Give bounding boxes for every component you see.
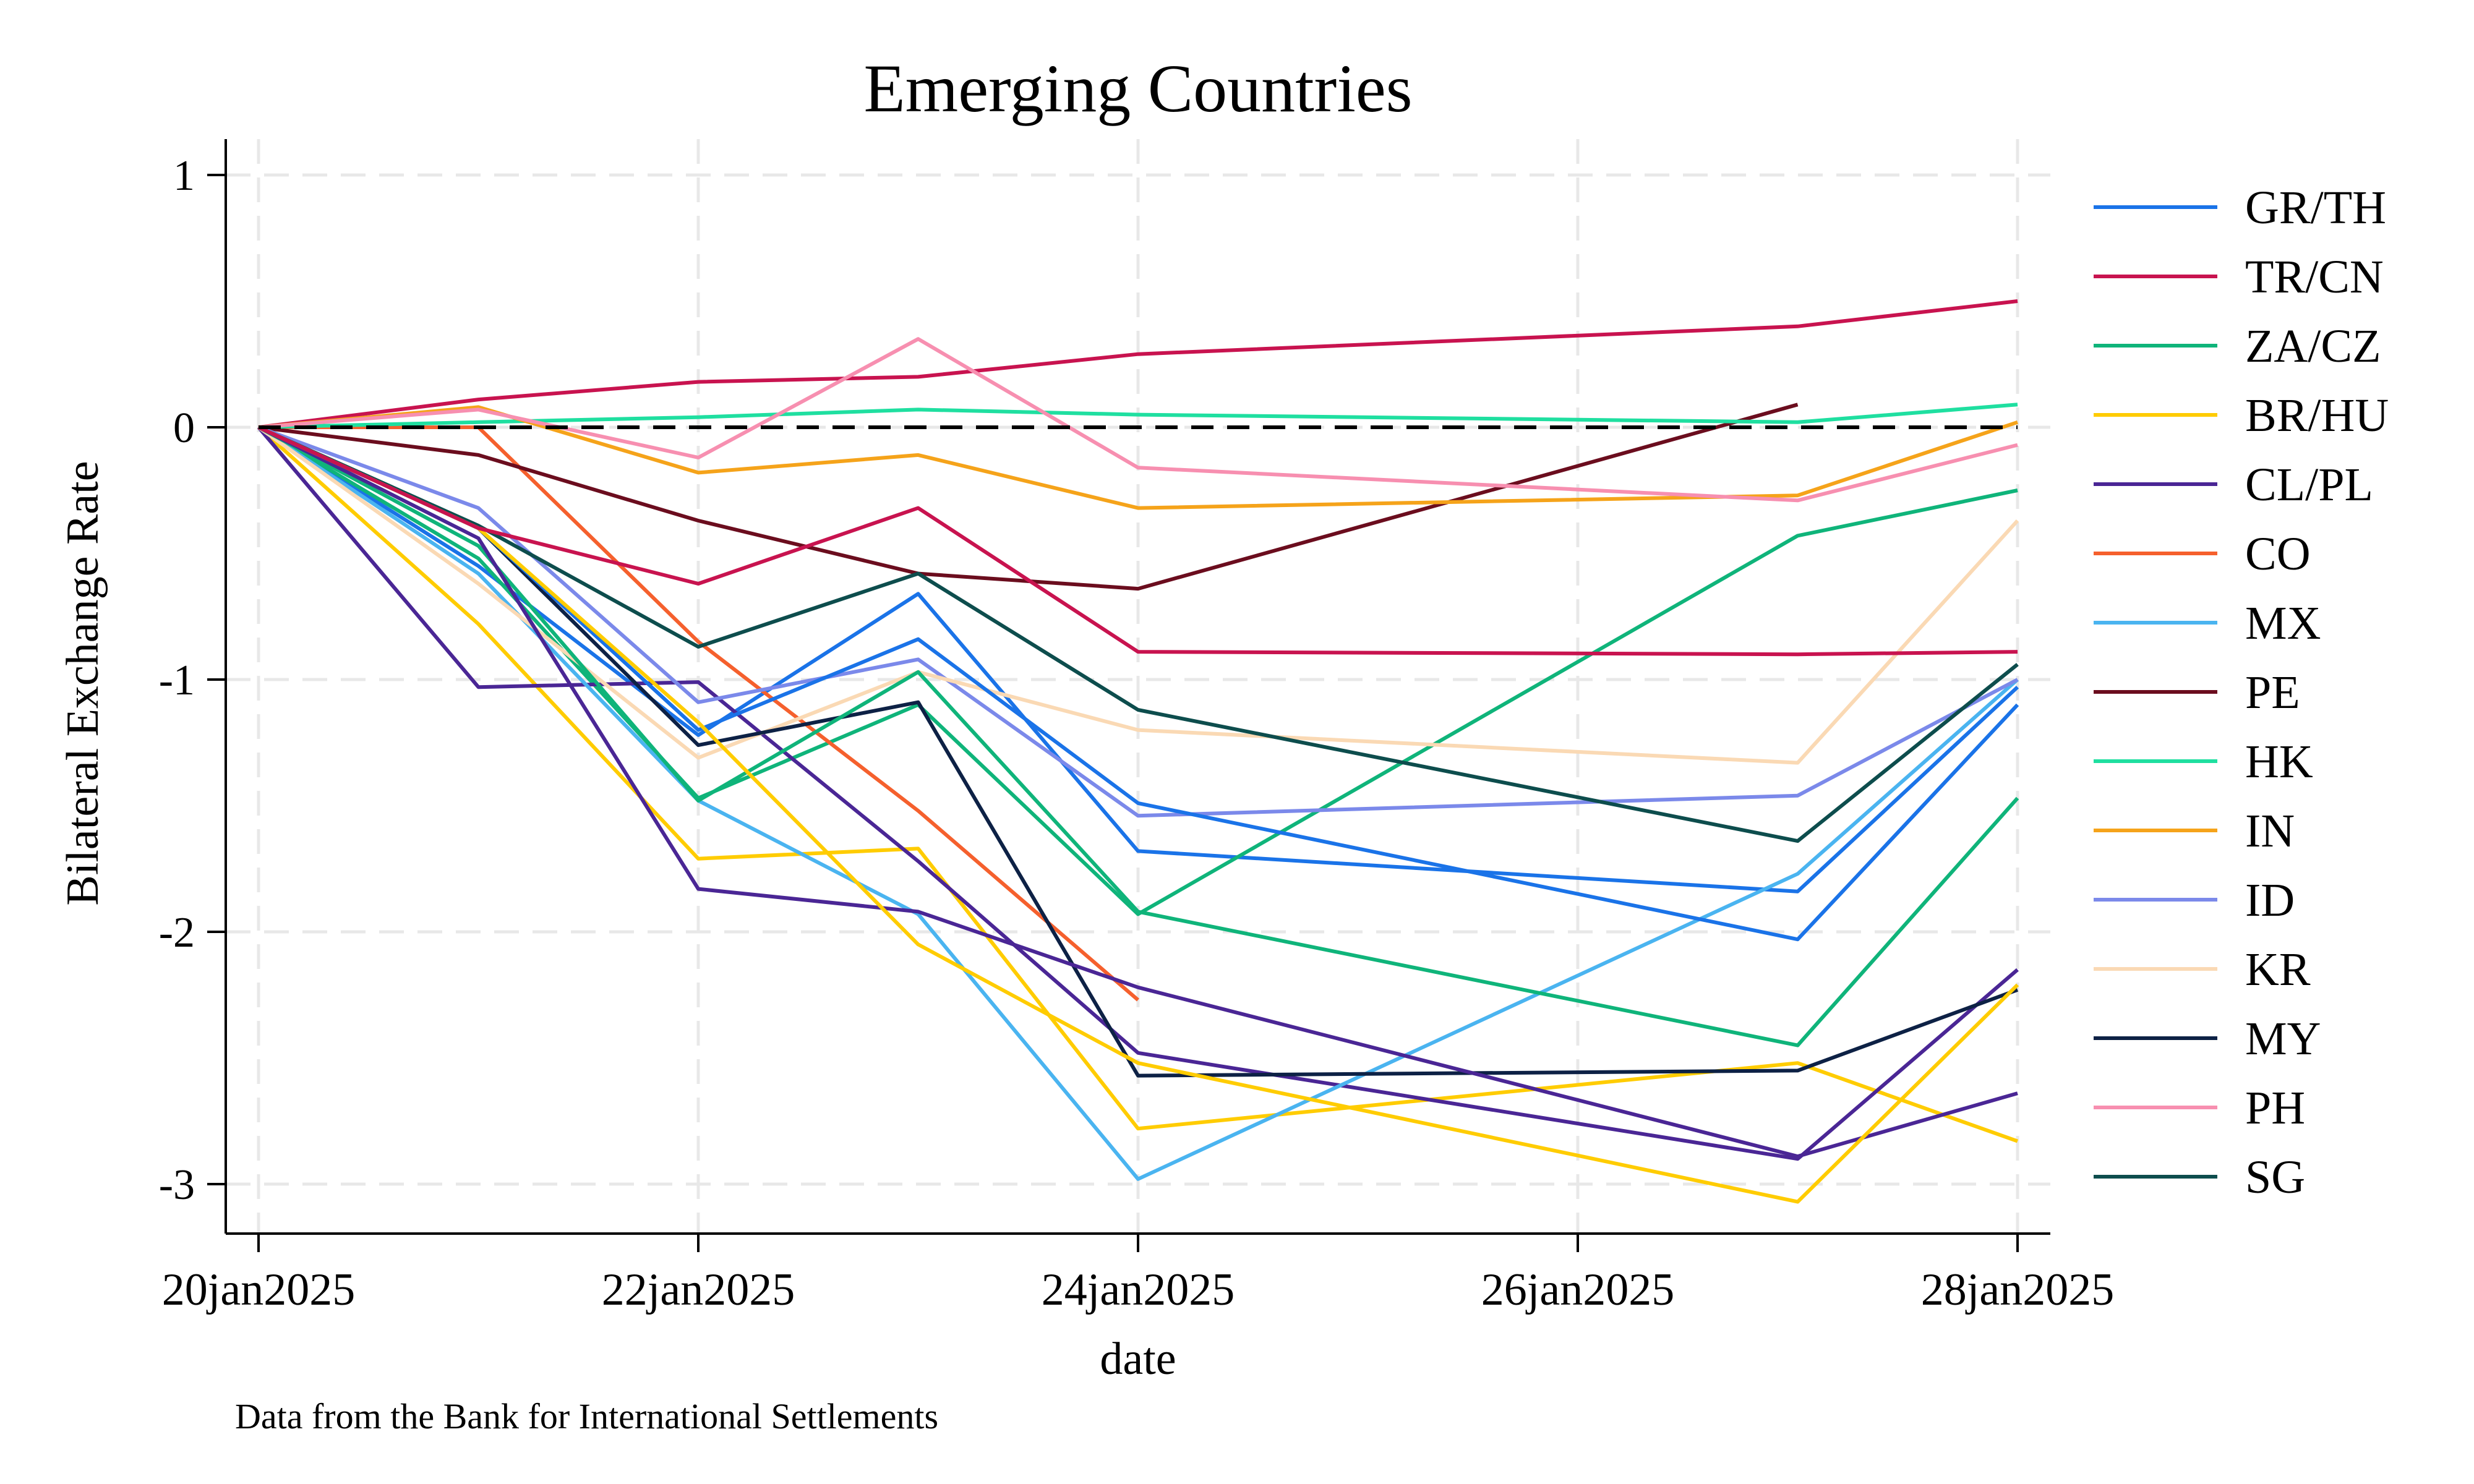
legend-label-mx: MX xyxy=(2245,597,2321,649)
legend-label-cl-pl: CL/PL xyxy=(2245,459,2373,511)
legend-label-za-cz: ZA/CZ xyxy=(2245,320,2381,372)
x-tick-label: 28jan2025 xyxy=(1921,1264,2114,1315)
series-line-cl-pl xyxy=(257,426,2019,1161)
legend-label-sg: SG xyxy=(2245,1151,2305,1203)
series-line-hk xyxy=(258,403,2018,429)
x-tick-label: 20jan2025 xyxy=(162,1264,355,1315)
legend-label-id: ID xyxy=(2245,874,2295,926)
x-tick-label: 26jan2025 xyxy=(1481,1264,1674,1315)
axes: 1 0 -1 -2 -3 20jan2025 22jan2025 24jan2025 26jan… xyxy=(159,139,2114,1315)
legend-label-my: MY xyxy=(2245,1013,2321,1065)
series-line-br-hu xyxy=(257,425,2019,1143)
legend-label-gr-th: GR/TH xyxy=(2245,182,2386,234)
legend-label-ph: PH xyxy=(2245,1082,2305,1134)
chart-title: Emerging Countries xyxy=(863,51,1412,126)
x-axis-label: date xyxy=(1100,1334,1176,1384)
y-tick-label: 1 xyxy=(173,152,195,200)
legend-label-kr: KR xyxy=(2245,944,2311,996)
y-axis-label: Bilateral Exchange Rate xyxy=(58,461,108,905)
data-series xyxy=(257,299,2019,1204)
legend-label-br-hu: BR/HU xyxy=(2245,390,2389,441)
series-line-in xyxy=(258,405,2018,510)
series-line-mx xyxy=(257,425,2019,1181)
legend-label-pe: PE xyxy=(2245,667,2300,719)
series-line-extra-19 xyxy=(257,425,2018,657)
legend-label-in: IN xyxy=(2245,805,2295,857)
series-line-extra-17 xyxy=(257,425,2018,1159)
y-tick-label: 0 xyxy=(173,404,195,452)
grid-lines xyxy=(226,139,2050,1234)
source-note: Data from the Bank for International Set… xyxy=(235,1396,938,1436)
series-line-ph xyxy=(258,337,2018,503)
series-line-id xyxy=(257,425,2019,818)
x-tick-label: 22jan2025 xyxy=(602,1264,795,1315)
legend-label-co: CO xyxy=(2245,528,2311,580)
series-line-tr-cn xyxy=(258,299,2018,429)
legend-label-hk: HK xyxy=(2245,736,2313,788)
series-line-sg xyxy=(257,425,2019,843)
y-tick-label: -3 xyxy=(159,1161,195,1209)
y-tick-label: -2 xyxy=(159,909,195,957)
y-tick-label: -1 xyxy=(159,657,195,704)
legend-label-tr-cn: TR/CN xyxy=(2245,251,2384,303)
series-line-extra-15 xyxy=(257,425,2019,1047)
series-line-gr-th xyxy=(257,425,2019,893)
x-tick-label: 24jan2025 xyxy=(1042,1264,1235,1315)
legend: GR/TH TR/CN ZA/CZ BR/HU CL/PL CO MX PE HK IN ID KR M… xyxy=(2094,182,2389,1203)
